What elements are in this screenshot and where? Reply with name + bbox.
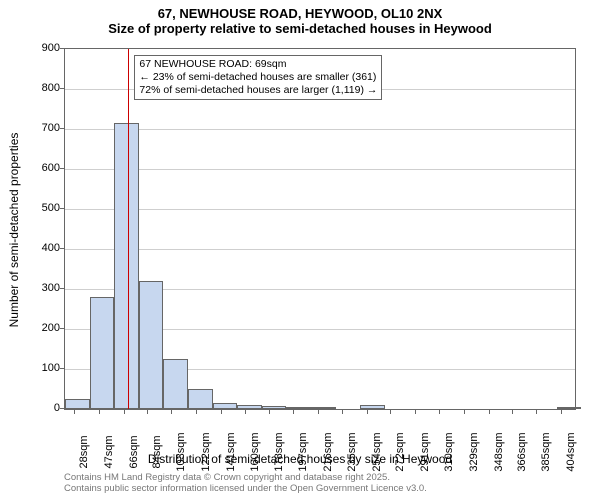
chart-title: 67, NEWHOUSE ROAD, HEYWOOD, OL10 2NX xyxy=(0,0,600,21)
histogram-bar xyxy=(311,407,336,409)
xtick-mark xyxy=(318,410,319,414)
xtick-mark xyxy=(269,410,270,414)
gridline xyxy=(65,249,575,250)
ytick-mark xyxy=(60,208,64,209)
annotation-line: ← 23% of semi-detached houses are smalle… xyxy=(139,71,377,84)
xtick-mark xyxy=(390,410,391,414)
xtick-mark xyxy=(439,410,440,414)
histogram-bar xyxy=(360,405,385,409)
xtick-mark xyxy=(74,410,75,414)
ytick-label: 100 xyxy=(30,362,60,374)
annotation-line: 72% of semi-detached houses are larger (… xyxy=(139,84,377,97)
ytick-mark xyxy=(60,248,64,249)
property-size-histogram: 67, NEWHOUSE ROAD, HEYWOOD, OL10 2NX Siz… xyxy=(0,0,600,500)
histogram-bar xyxy=(557,407,582,409)
gridline xyxy=(65,209,575,210)
ytick-mark xyxy=(60,288,64,289)
xtick-mark xyxy=(561,410,562,414)
histogram-bar xyxy=(65,399,90,409)
xtick-mark xyxy=(536,410,537,414)
y-axis-label: Number of semi-detached properties xyxy=(7,133,21,328)
xtick-mark xyxy=(245,410,246,414)
ytick-label: 400 xyxy=(30,242,60,254)
xtick-mark xyxy=(367,410,368,414)
gridline xyxy=(65,129,575,130)
ytick-mark xyxy=(60,48,64,49)
ytick-mark xyxy=(60,328,64,329)
histogram-bar xyxy=(237,405,262,409)
histogram-bar xyxy=(114,123,139,409)
ytick-mark xyxy=(60,128,64,129)
ytick-mark xyxy=(60,368,64,369)
ytick-label: 300 xyxy=(30,282,60,294)
xtick-mark xyxy=(512,410,513,414)
ytick-label: 800 xyxy=(30,82,60,94)
histogram-bar xyxy=(262,406,287,409)
ytick-label: 700 xyxy=(30,122,60,134)
ytick-label: 500 xyxy=(30,202,60,214)
annotation-line: 67 NEWHOUSE ROAD: 69sqm xyxy=(139,58,377,71)
xtick-mark xyxy=(464,410,465,414)
xtick-mark xyxy=(124,410,125,414)
ytick-label: 0 xyxy=(30,402,60,414)
xtick-mark xyxy=(415,410,416,414)
histogram-bar xyxy=(90,297,115,409)
xtick-mark xyxy=(99,410,100,414)
xtick-mark xyxy=(342,410,343,414)
ytick-label: 200 xyxy=(30,322,60,334)
chart-subtitle: Size of property relative to semi-detach… xyxy=(0,21,600,40)
x-axis-label: Distribution of semi-detached houses by … xyxy=(0,452,600,466)
histogram-bar xyxy=(188,389,213,409)
ytick-label: 900 xyxy=(30,42,60,54)
xtick-mark xyxy=(147,410,148,414)
ytick-mark xyxy=(60,88,64,89)
ytick-label: 600 xyxy=(30,162,60,174)
annotation-box: 67 NEWHOUSE ROAD: 69sqm← 23% of semi-det… xyxy=(134,55,382,100)
plot-area: 67 NEWHOUSE ROAD: 69sqm← 23% of semi-det… xyxy=(64,48,576,410)
reference-line xyxy=(128,49,129,409)
footer-line: Contains public sector information licen… xyxy=(64,483,427,494)
xtick-mark xyxy=(196,410,197,414)
xtick-mark xyxy=(293,410,294,414)
histogram-bar xyxy=(286,407,311,409)
footer-attribution: Contains HM Land Registry data © Crown c… xyxy=(64,472,427,495)
gridline xyxy=(65,169,575,170)
xtick-mark xyxy=(489,410,490,414)
ytick-mark xyxy=(60,168,64,169)
histogram-bar xyxy=(213,403,238,409)
histogram-bar xyxy=(163,359,188,409)
footer-line: Contains HM Land Registry data © Crown c… xyxy=(64,472,427,483)
xtick-mark xyxy=(171,410,172,414)
xtick-mark xyxy=(221,410,222,414)
ytick-mark xyxy=(60,408,64,409)
histogram-bar xyxy=(139,281,164,409)
